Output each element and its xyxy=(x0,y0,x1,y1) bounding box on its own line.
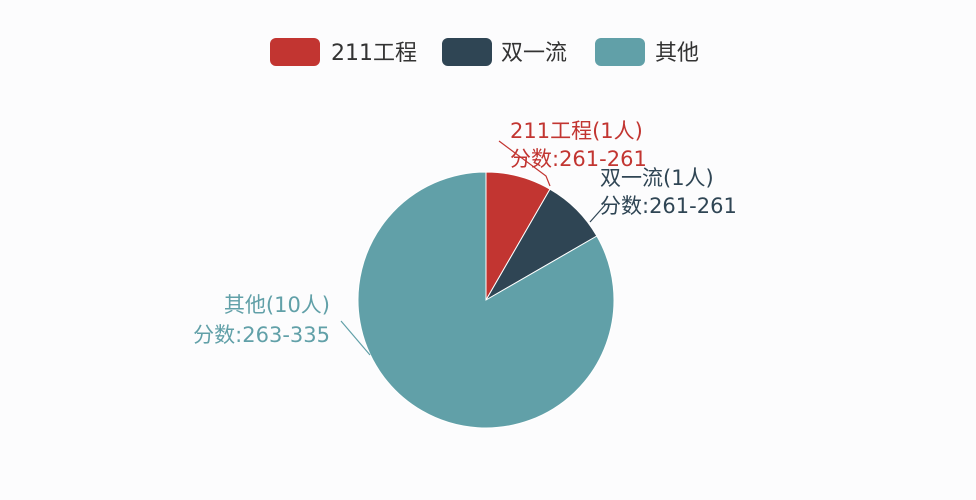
slice-label-title: 其他(10人) xyxy=(224,293,330,317)
slice-label-title: 211工程(1人) xyxy=(510,119,643,143)
legend-item-2[interactable]: 其他 xyxy=(595,38,699,66)
slice-label-2: 其他(10人) 分数:263-335 xyxy=(193,293,371,356)
slice-label-0: 211工程(1人) 分数:261-261 xyxy=(498,119,647,187)
pie-slice-2[interactable] xyxy=(357,171,615,429)
leader-line xyxy=(589,203,607,223)
legend-swatch xyxy=(595,38,645,66)
pie-slices xyxy=(357,171,615,429)
legend-item-0[interactable]: 211工程 xyxy=(270,38,417,66)
legend: 211工程 双一流 其他 xyxy=(270,38,699,66)
slice-label-title: 双一流(1人) xyxy=(600,166,714,190)
legend-label: 211工程 xyxy=(331,41,417,66)
legend-label: 其他 xyxy=(655,41,699,66)
legend-swatch xyxy=(442,38,492,66)
legend-label: 双一流 xyxy=(501,41,567,66)
slice-label-1: 双一流(1人) 分数:261-261 xyxy=(589,166,737,223)
slice-label-score: 分数:261-261 xyxy=(510,147,647,171)
slice-labels: 211工程(1人)分数:261-261双一流(1人)分数:261-261其他(1… xyxy=(193,119,737,356)
leader-line xyxy=(498,140,551,187)
slice-label-score: 分数:261-261 xyxy=(600,194,737,218)
slice-label-score: 分数:263-335 xyxy=(193,323,330,347)
legend-item-1[interactable]: 双一流 xyxy=(442,38,567,66)
leader-line xyxy=(340,320,371,356)
legend-swatch xyxy=(270,38,320,66)
